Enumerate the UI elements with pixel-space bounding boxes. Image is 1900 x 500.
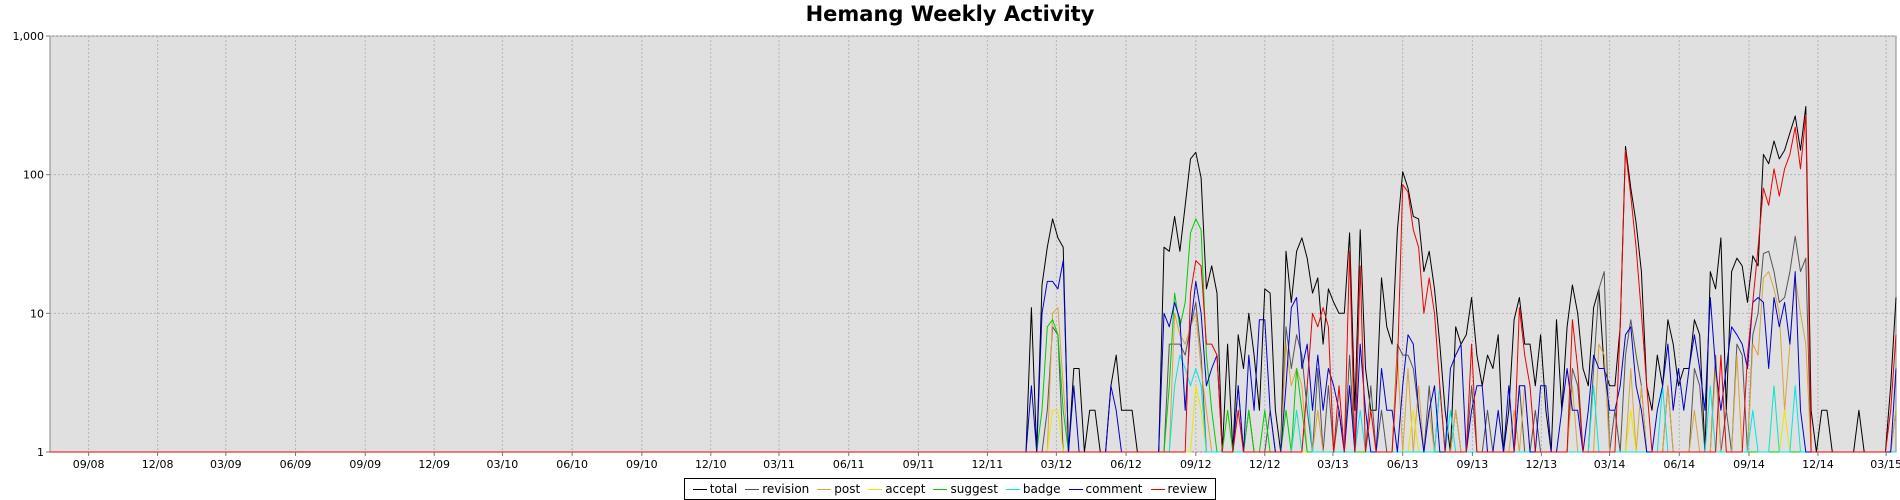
x-tick-label: 12/12 <box>1249 458 1281 471</box>
x-tick-label: 06/14 <box>1663 458 1695 471</box>
x-tick-label: 03/15 <box>1870 458 1900 471</box>
legend-label: accept <box>885 482 926 496</box>
x-tick-label: 06/11 <box>833 458 865 471</box>
x-tick-label: 12/08 <box>142 458 174 471</box>
legend-label: total <box>709 482 738 496</box>
chart-svg: 1 10 100 1,000 09/08 12/08 03/09 06/09 09/09 12/0… <box>13 30 1900 471</box>
legend-label: comment <box>1085 482 1143 496</box>
legend-swatch <box>745 488 760 490</box>
legend-item-revision: revision <box>745 482 809 496</box>
x-tick-label: 06/13 <box>1387 458 1419 471</box>
x-tick-label: 03/09 <box>210 458 242 471</box>
legend-item-post: post <box>817 482 860 496</box>
series-lines <box>50 106 1897 453</box>
legend-swatch <box>933 488 948 490</box>
legend-swatch <box>1068 488 1083 490</box>
x-tick-label: 09/11 <box>903 458 935 471</box>
x-tick-label: 12/13 <box>1525 458 1557 471</box>
legend-item-badge: badge <box>1005 482 1061 496</box>
x-tick-label: 03/12 <box>1041 458 1073 471</box>
x-tick-label: 03/14 <box>1594 458 1626 471</box>
x-tick-label: 09/10 <box>626 458 658 471</box>
x-tick-label: 03/13 <box>1317 458 1349 471</box>
y-tick-label: 10 <box>30 307 44 320</box>
legend-swatch <box>817 488 832 490</box>
legend-item-total: total <box>692 482 738 496</box>
legend-label: review <box>1167 482 1208 496</box>
x-tick-label: 09/08 <box>73 458 105 471</box>
x-tick-label: 12/09 <box>418 458 450 471</box>
legend-swatch <box>692 488 707 490</box>
x-tick-label: 03/10 <box>487 458 519 471</box>
x-tick-label: 09/12 <box>1180 458 1212 471</box>
series-line-review <box>50 114 1897 453</box>
legend-item-accept: accept <box>868 482 925 496</box>
legend-item-review: review <box>1150 482 1208 496</box>
x-tick-label: 06/10 <box>556 458 588 471</box>
chart-title: Hemang Weekly Activity <box>805 2 1095 26</box>
legend-label: badge <box>1022 482 1061 496</box>
legend-swatch <box>868 488 883 490</box>
x-tick-label: 12/14 <box>1802 458 1834 471</box>
legend-label: suggest <box>950 482 998 496</box>
x-tick-label: 12/10 <box>695 458 727 471</box>
axes: 1 10 100 1,000 09/08 12/08 03/09 06/09 09/09 12/0… <box>13 30 1900 471</box>
x-tick-label: 09/13 <box>1457 458 1489 471</box>
y-tick-label: 1 <box>37 446 44 459</box>
x-tick-label: 09/14 <box>1733 458 1765 471</box>
legend-swatch <box>1005 488 1020 490</box>
x-tick-label: 06/09 <box>280 458 312 471</box>
x-tick-label: 03/11 <box>763 458 795 471</box>
legend-swatch <box>1150 488 1165 490</box>
legend-box: total revision post accept suggest badge comme… <box>683 478 1217 500</box>
x-tick-label: 09/09 <box>349 458 381 471</box>
y-tick-label: 1,000 <box>13 30 45 43</box>
y-tick-label: 100 <box>23 169 44 182</box>
grid <box>50 35 1896 453</box>
legend-item-comment: comment <box>1068 482 1143 496</box>
legend-label: post <box>834 482 861 496</box>
x-tick-label: 12/11 <box>972 458 1004 471</box>
legend: total revision post accept suggest badge comme… <box>0 478 1900 500</box>
legend-item-suggest: suggest <box>933 482 998 496</box>
x-tick-label: 06/12 <box>1110 458 1142 471</box>
legend-label: revision <box>762 482 810 496</box>
